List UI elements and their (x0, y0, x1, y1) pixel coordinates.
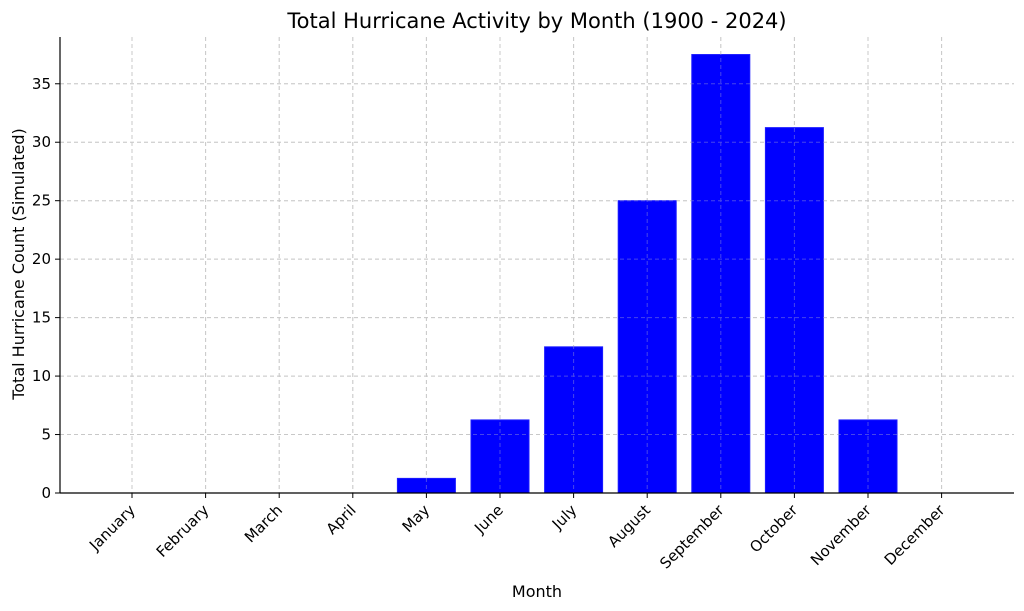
chart-title: Total Hurricane Activity by Month (1900 … (286, 9, 786, 33)
y-tick-label: 20 (32, 250, 51, 268)
x-tick-label-april: April (323, 501, 360, 538)
grid-overlay (60, 37, 1014, 493)
y-tick-label: 35 (32, 75, 51, 93)
y-tick-label: 10 (32, 367, 51, 385)
y-tick-label: 30 (32, 133, 51, 151)
bar-november (838, 419, 898, 494)
y-axis-title: Total Hurricane Count (Simulated) (9, 128, 28, 401)
x-tick-label-june: June (470, 501, 507, 538)
x-tick-labels: January February March April May June July Augu… (85, 501, 949, 573)
x-tick-label-may: May (399, 501, 434, 536)
y-tick-labels: 0 5 10 15 20 25 30 35 (32, 75, 51, 502)
x-axis-title: Month (512, 582, 562, 601)
x-tick-label-october: October (746, 501, 802, 557)
x-tick-label-december: December (881, 501, 949, 569)
x-tick-label-january: January (85, 501, 139, 555)
y-tick-label: 5 (41, 426, 51, 444)
x-tick-label-november: November (807, 501, 875, 569)
y-tick-label: 0 (41, 484, 51, 502)
grid-lines (60, 37, 1014, 493)
axes (55, 37, 1014, 498)
x-tick-label-february: February (153, 501, 213, 561)
x-tick-label-august: August (604, 501, 654, 551)
y-tick-label: 15 (32, 309, 51, 327)
bar-september (691, 54, 751, 494)
y-tick-label: 25 (32, 192, 51, 210)
x-tick-label-march: March (241, 501, 286, 546)
bars (396, 54, 898, 494)
x-tick-label-july: July (548, 501, 581, 534)
x-tick-label-september: September (656, 501, 728, 573)
